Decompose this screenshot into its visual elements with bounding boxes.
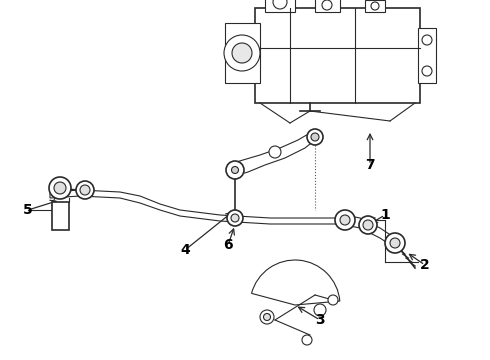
Polygon shape: [230, 131, 320, 175]
Circle shape: [269, 146, 281, 158]
Circle shape: [260, 310, 274, 324]
Circle shape: [231, 166, 239, 174]
Text: 7: 7: [365, 158, 375, 172]
Text: 5: 5: [23, 203, 33, 217]
Circle shape: [385, 233, 405, 253]
Bar: [225, 23, 260, 83]
Text: 1: 1: [380, 208, 390, 222]
Circle shape: [228, 163, 242, 177]
Polygon shape: [50, 190, 345, 224]
Circle shape: [328, 295, 338, 305]
Circle shape: [232, 43, 252, 63]
Circle shape: [322, 0, 332, 10]
Circle shape: [80, 185, 90, 195]
Circle shape: [390, 238, 400, 248]
Text: 4: 4: [180, 243, 190, 257]
Wedge shape: [251, 260, 340, 305]
Circle shape: [340, 215, 350, 225]
Circle shape: [363, 220, 373, 230]
Circle shape: [226, 161, 244, 179]
Circle shape: [231, 214, 239, 222]
Bar: [315, 0, 340, 12]
Circle shape: [422, 35, 432, 45]
Bar: [52, 202, 69, 230]
Text: 3: 3: [315, 313, 325, 327]
Circle shape: [227, 210, 243, 226]
Text: 6: 6: [223, 238, 233, 252]
Bar: [265, 0, 295, 12]
Polygon shape: [345, 215, 395, 248]
Circle shape: [359, 216, 377, 234]
Circle shape: [307, 129, 323, 145]
Circle shape: [54, 182, 66, 194]
Circle shape: [311, 133, 319, 141]
Bar: [365, 0, 385, 12]
Circle shape: [76, 181, 94, 199]
Circle shape: [302, 335, 312, 345]
Circle shape: [224, 35, 260, 71]
Circle shape: [371, 2, 379, 10]
Circle shape: [264, 314, 270, 320]
Circle shape: [335, 210, 355, 230]
Bar: [255, 8, 420, 103]
Circle shape: [422, 66, 432, 76]
Circle shape: [314, 304, 326, 316]
Circle shape: [273, 0, 287, 9]
Circle shape: [49, 177, 71, 199]
Bar: [418, 28, 436, 83]
Text: 2: 2: [420, 258, 430, 272]
